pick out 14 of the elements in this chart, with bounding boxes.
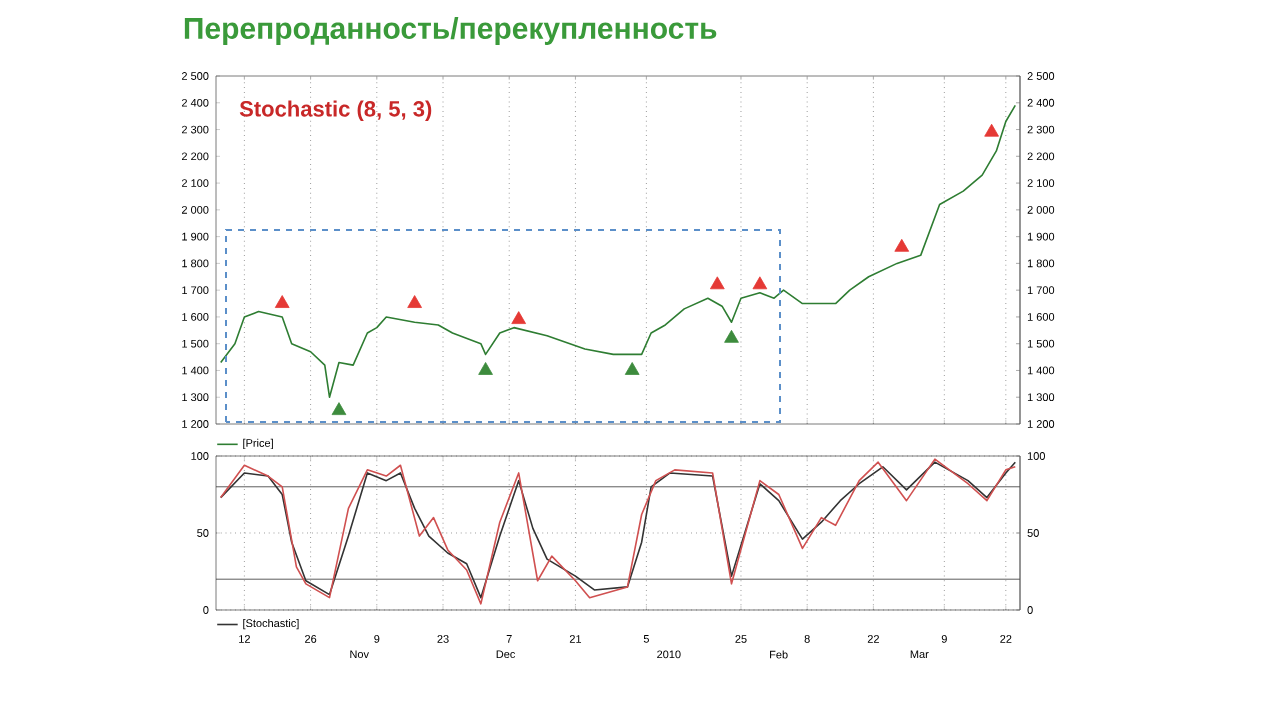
point [274, 295, 290, 308]
point [478, 362, 493, 375]
point [407, 295, 422, 308]
point [724, 329, 739, 343]
annotation: Stochastic (8, 5, 3) [239, 100, 432, 121]
point [984, 123, 999, 137]
point [709, 276, 725, 290]
point [624, 362, 640, 375]
line-series [219, 104, 1017, 399]
chart-title: Перепроданность/перекупленность [184, 16, 717, 45]
point [752, 276, 768, 290]
point [894, 238, 910, 252]
point [331, 402, 347, 416]
point [511, 311, 527, 324]
